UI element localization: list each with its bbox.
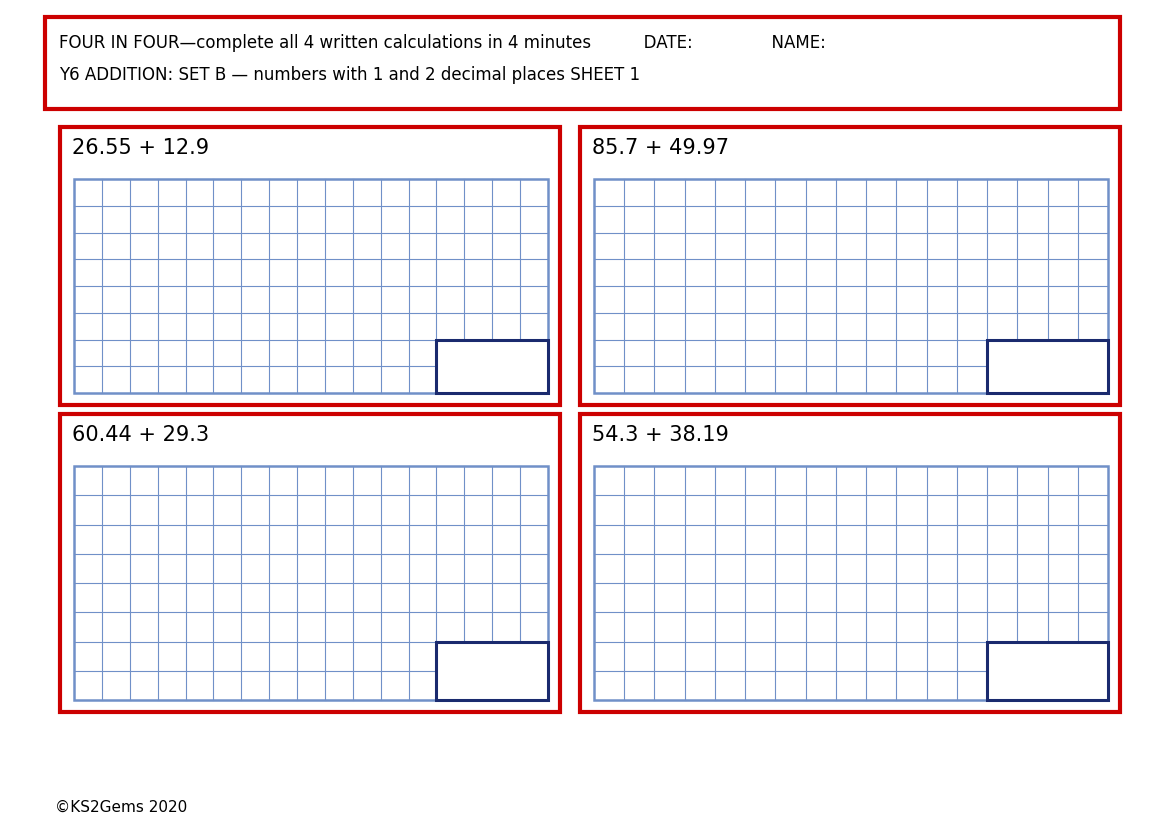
Bar	[594, 466, 1108, 700]
Bar	[60, 128, 560, 405]
Bar	[436, 340, 548, 394]
Bar	[987, 642, 1108, 700]
Bar	[74, 179, 548, 394]
Bar	[594, 179, 1108, 394]
Text: Y6 ADDITION: SET B — numbers with 1 and 2 decimal places SHEET 1: Y6 ADDITION: SET B — numbers with 1 and …	[58, 66, 640, 84]
Text: 54.3 + 38.19: 54.3 + 38.19	[592, 424, 729, 444]
Bar	[580, 128, 1120, 405]
Text: 26.55 + 12.9: 26.55 + 12.9	[73, 138, 209, 158]
Bar	[74, 466, 548, 700]
Text: FOUR IN FOUR—complete all 4 written calculations in 4 minutes          DATE:    : FOUR IN FOUR—complete all 4 written calc…	[58, 34, 826, 52]
Bar	[580, 414, 1120, 712]
Text: ©KS2Gems 2020: ©KS2Gems 2020	[55, 799, 187, 814]
Bar	[987, 340, 1108, 394]
Bar	[60, 414, 560, 712]
Text: 60.44 + 29.3: 60.44 + 29.3	[73, 424, 209, 444]
Text: 85.7 + 49.97: 85.7 + 49.97	[592, 138, 729, 158]
Bar	[44, 18, 1120, 110]
Bar	[436, 642, 548, 700]
